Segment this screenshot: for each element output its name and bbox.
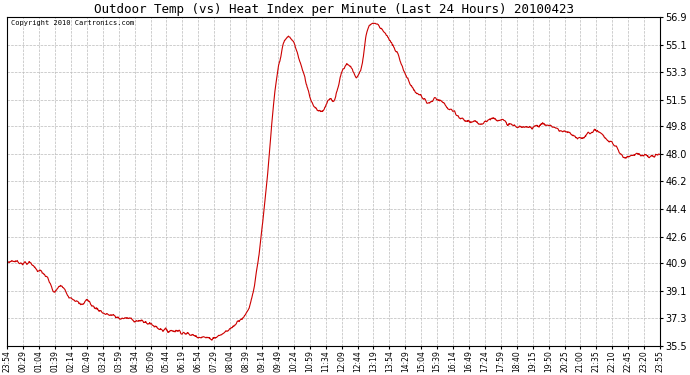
Text: Copyright 2010 Cartronics.com: Copyright 2010 Cartronics.com — [10, 20, 134, 26]
Title: Outdoor Temp (vs) Heat Index per Minute (Last 24 Hours) 20100423: Outdoor Temp (vs) Heat Index per Minute … — [94, 3, 573, 16]
